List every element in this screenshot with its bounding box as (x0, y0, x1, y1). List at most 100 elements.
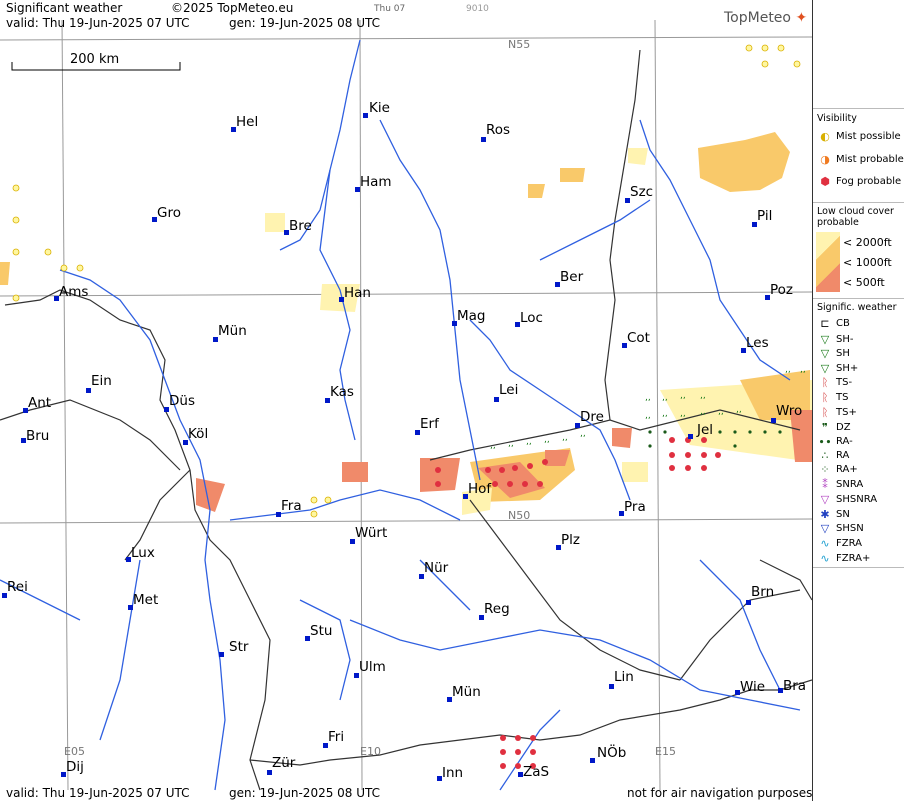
low-cloud-areas (0, 132, 812, 515)
footer-generated-time: gen: 19-Jun-2025 08 UTC (229, 786, 381, 800)
city-label: Han (344, 285, 371, 301)
city-dot (479, 615, 484, 620)
city-dot (284, 230, 289, 235)
city-dot (735, 690, 740, 695)
freezing-rain-icon: ∿ (820, 537, 830, 550)
visibility-title: Visibility (817, 113, 857, 124)
shower-heavy-icon: ▽ (820, 362, 830, 375)
city-dot (741, 348, 746, 353)
city-label: Kie (369, 100, 390, 116)
city-dot (2, 593, 7, 598)
city-dot (746, 600, 751, 605)
city-dot (688, 434, 693, 439)
legend-lowcloud-500: < 500ft (843, 276, 885, 289)
divider (813, 108, 904, 109)
shower-icon: ▽ (820, 347, 830, 360)
city-label: Stu (310, 623, 333, 639)
mist-possible-icon: ◐ (820, 130, 830, 143)
city-label: Mün (218, 323, 247, 339)
legend-ts-light: ᚱ TS- (817, 376, 852, 389)
city-dot (415, 430, 420, 435)
legend-ra-light: ∙∙ RA- (818, 435, 853, 448)
city-dot (231, 127, 236, 132)
city-dot (86, 388, 91, 393)
city-dot (622, 343, 627, 348)
lowcloud-title: Low cloud cover probable (817, 206, 894, 228)
city-dot (183, 440, 188, 445)
city-dot (21, 438, 26, 443)
city-label: Loc (520, 310, 543, 326)
legend-cb: ⊏ CB (817, 317, 849, 330)
footer-valid-time: valid: Thu 19-Jun-2025 07 UTC (6, 786, 190, 800)
sigwx-title: Signific. weather (817, 302, 897, 313)
svg-text:,,: ,, (662, 409, 668, 419)
weather-map: ,,,,,,,,,,,, ,,,,,,,,,,,, ,,,,,,,, ,,,, … (0, 0, 813, 801)
city-dot (575, 423, 580, 428)
legend-fog-probable: ⬢ Fog probable (817, 175, 901, 188)
city-dot (23, 408, 28, 413)
map-canvas: ,,,,,,,,,,,, ,,,,,,,,,,,, ,,,,,,,, ,,,, (0, 19, 812, 791)
city-label: Würt (355, 525, 388, 541)
grid-label: E05 (64, 745, 85, 758)
rain-heavy-icon: ⁘ (820, 463, 830, 476)
city-label: Kas (330, 384, 354, 400)
city-dot (323, 743, 328, 748)
city-dot (325, 398, 330, 403)
svg-text:,,: ,, (700, 407, 706, 417)
city-label: Cot (627, 330, 650, 346)
city-dot (778, 688, 783, 693)
svg-text:,,: ,, (718, 407, 724, 417)
city-label: Ein (91, 373, 112, 389)
city-label: Rei (7, 579, 28, 595)
rain-markers (648, 430, 782, 448)
svg-text:,,: ,, (580, 429, 586, 439)
city-label: Lux (131, 545, 155, 561)
legend-ts-heavy: ᚱ TS+ (817, 406, 857, 419)
city-label: Dij (66, 759, 84, 775)
city-label: Zür (272, 755, 296, 771)
country-borders (0, 49, 812, 791)
city-dot (463, 494, 468, 499)
city-dot (494, 397, 499, 402)
city-label: Reg (484, 601, 510, 617)
city-label: NÖb (597, 745, 627, 761)
svg-text:,,: ,, (544, 435, 550, 445)
snow-rain-shower-icon: ▽ (820, 493, 830, 506)
svg-text:,,: ,, (680, 391, 686, 401)
city-label: Brn (751, 584, 775, 600)
legend-sh: ▽ SH (817, 347, 850, 360)
city-dot (437, 776, 442, 781)
svg-text:,,: ,, (508, 439, 514, 449)
city-dot (305, 636, 310, 641)
svg-text:,,: ,, (645, 411, 651, 421)
city-dot (350, 539, 355, 544)
city-label: Dre (580, 409, 604, 425)
disclaimer: not for air navigation purposes (627, 786, 813, 800)
city-label: Lin (614, 669, 634, 685)
product-code: 9010 (466, 4, 489, 14)
topmeteo-logo: TopMeteo ✦ (724, 10, 808, 26)
generated-time: gen: 19-Jun-2025 08 UTC (229, 16, 381, 30)
thunderstorm-icon: ᚱ (821, 391, 829, 404)
legend-panel: Visibility ◐ Mist possible ◑ Mist probable… (813, 0, 904, 801)
scale-bar (11, 62, 181, 71)
svg-text:,,: ,, (662, 393, 668, 403)
city-dot (419, 574, 424, 579)
grid-label: E10 (360, 745, 381, 758)
cb-icon: ⊏ (820, 317, 830, 330)
city-label: Bra (783, 678, 807, 694)
city-dot (771, 418, 776, 423)
legend-ts: ᚱ TS (817, 391, 849, 404)
rivers (0, 39, 801, 791)
divider (813, 202, 904, 203)
thunderstorm-heavy-icon: ᚱ (821, 406, 829, 419)
lowcloud-swatch (816, 232, 840, 292)
city-label: Pra (624, 499, 646, 515)
city-dot (447, 697, 452, 702)
svg-text:,,: ,, (490, 441, 496, 451)
city-label: Wie (740, 679, 766, 695)
city-label: Hel (236, 114, 259, 130)
city-label: Fra (281, 498, 302, 514)
city-label: Jel (697, 422, 714, 438)
city-dot (61, 772, 66, 777)
